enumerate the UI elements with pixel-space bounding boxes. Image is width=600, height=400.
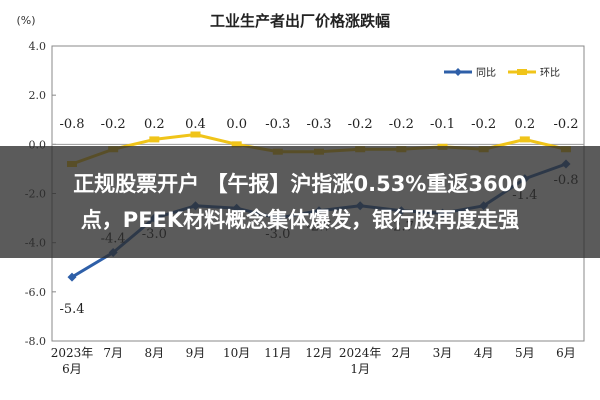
headline-line-1: 正规股票开户 【午报】沪指涨0.53%重返3600 (73, 172, 527, 196)
data-label-mom: -0.2 (101, 117, 126, 132)
series-point (519, 136, 530, 143)
x-tick-label: 6月 (556, 346, 576, 360)
legend-label: 同比 (476, 67, 496, 79)
data-label-mom: 0.2 (514, 117, 535, 132)
data-label-mom: -0.2 (553, 117, 578, 132)
x-tick-label: 9月 (186, 346, 206, 360)
legend-swatch-marker (454, 68, 462, 76)
x-tick-label: 2月 (392, 346, 412, 360)
x-tick-label: 2024年 (339, 346, 382, 360)
y-tick-label: -8.0 (25, 335, 46, 348)
x-tick-label: 1月 (350, 362, 370, 376)
series-point (190, 131, 201, 138)
x-tick-label: 10月 (223, 346, 250, 360)
x-tick-label: 11月 (264, 346, 291, 360)
legend-label: 环比 (540, 67, 560, 79)
x-tick-label: 3月 (433, 346, 453, 360)
series-point (149, 136, 160, 143)
y-tick-label: 2.0 (29, 89, 47, 102)
data-label-mom: 0.2 (144, 117, 165, 132)
data-label-mom: -0.8 (59, 117, 84, 132)
y-tick-label: -6.0 (25, 286, 46, 299)
x-tick-label: 12月 (305, 346, 332, 360)
data-label-mom: -0.3 (306, 117, 331, 132)
data-label-mom: -0.1 (430, 117, 455, 132)
series-point (67, 272, 77, 282)
x-tick-label: 7月 (103, 346, 123, 360)
y-unit-label: (%) (16, 14, 35, 27)
data-label-mom: 0.4 (185, 117, 206, 132)
x-tick-label: 6月 (62, 362, 82, 376)
chart-title: 工业生产者出厂价格涨跌幅 (210, 12, 390, 30)
data-label-yoy: -5.4 (59, 302, 84, 317)
data-label-mom: -0.2 (471, 117, 496, 132)
headline-line-2: 点，PEEK材料概念集体爆发，银行股再度走强 (80, 208, 520, 232)
headline-banner[interactable]: 正规股票开户 【午报】沪指涨0.53%重返3600 点，PEEK材料概念集体爆发… (0, 146, 600, 258)
series-point (231, 141, 242, 148)
y-tick-label: 4.0 (29, 40, 47, 53)
x-tick-label: 5月 (515, 346, 535, 360)
x-tick-label: 2023年 (51, 346, 94, 360)
data-label-mom: 0.0 (226, 117, 247, 132)
x-tick-label: 8月 (145, 346, 165, 360)
x-tick-label: 4月 (474, 346, 494, 360)
data-label-mom: -0.2 (389, 117, 414, 132)
data-label-mom: -0.2 (348, 117, 373, 132)
legend-swatch-marker (517, 69, 527, 75)
data-label-mom: -0.3 (265, 117, 290, 132)
